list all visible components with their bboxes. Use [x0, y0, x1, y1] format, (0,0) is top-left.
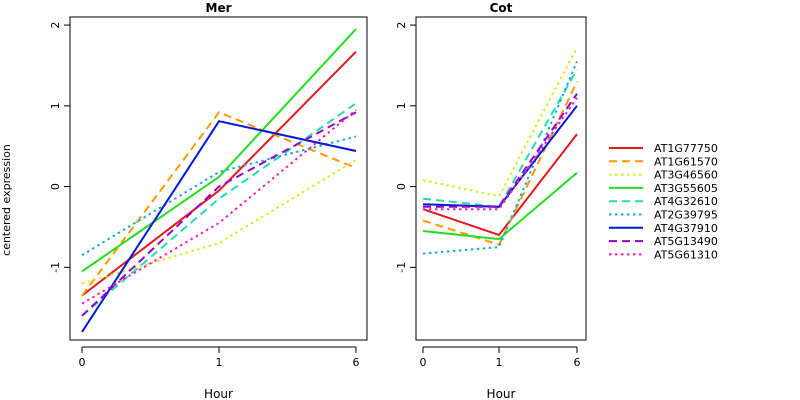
y-axis-label: centered expression	[0, 144, 13, 256]
panel-title: Cot	[490, 1, 513, 15]
y-tick-label: -1	[49, 262, 62, 273]
legend-label: AT3G46560	[654, 169, 718, 182]
y-tick-label: 1	[49, 102, 62, 109]
plot-frame	[69, 16, 368, 341]
series-lines	[422, 47, 578, 255]
series-line-at1g77750	[422, 133, 578, 237]
series-line-at5g13490	[81, 111, 357, 317]
series-line-at4g37910	[81, 120, 357, 333]
y-tick-label: 1	[395, 102, 408, 109]
legend-label: AT2G39795	[654, 209, 718, 222]
y-tick-label: 2	[49, 22, 62, 29]
x-tick-label: 0	[420, 356, 427, 369]
y-tick-label: 0	[49, 183, 62, 190]
series-line-at1g61570	[81, 111, 357, 297]
series-line-at5g61310	[81, 109, 357, 305]
series-line-at1g77750	[81, 50, 357, 297]
legend-label: AT5G61310	[654, 248, 718, 261]
x-axis-label: Hour	[204, 387, 233, 400]
y-tick-label: 2	[395, 22, 408, 29]
x-tick-label: 6	[353, 356, 360, 369]
series-line-at3g55605	[422, 172, 578, 241]
x-tick-label: 1	[216, 356, 223, 369]
x-tick-label: 6	[574, 356, 581, 369]
legend-label: AT1G77750	[654, 142, 718, 155]
series-line-at3g55605	[81, 28, 357, 273]
series-lines	[81, 28, 357, 333]
legend: AT1G77750AT1G61570AT3G46560AT3G55605AT4G…	[609, 142, 718, 261]
legend-label: AT4G37910	[654, 222, 718, 235]
x-axis-label: Hour	[487, 387, 516, 400]
series-line-at2g39795	[81, 135, 357, 257]
series-line-at4g37910	[422, 105, 578, 208]
legend-label: AT5G13490	[654, 235, 718, 248]
legend-label: AT4G32610	[654, 195, 718, 208]
series-line-at4g32610	[422, 69, 578, 208]
panel-title: Mer	[206, 1, 232, 15]
x-tick-label: 0	[79, 356, 86, 369]
panel-mer: Mer -1 0 1 2 0 1 6 Hour	[49, 1, 368, 400]
legend-label: AT3G55605	[654, 182, 718, 195]
series-line-at2g39795	[422, 61, 578, 255]
series-line-at3g46560	[422, 47, 578, 198]
legend-label: AT1G61570	[654, 155, 718, 168]
x-tick-label: 1	[496, 356, 503, 369]
y-tick-label: -1	[395, 262, 408, 273]
series-line-at5g61310	[423, 97, 578, 211]
panel-cot: Cot -1 0 1 2 0 1 6 Hour	[395, 1, 587, 400]
plot-frame	[415, 16, 587, 341]
series-line-at4g32610	[81, 102, 357, 317]
y-tick-label: 0	[395, 183, 408, 190]
